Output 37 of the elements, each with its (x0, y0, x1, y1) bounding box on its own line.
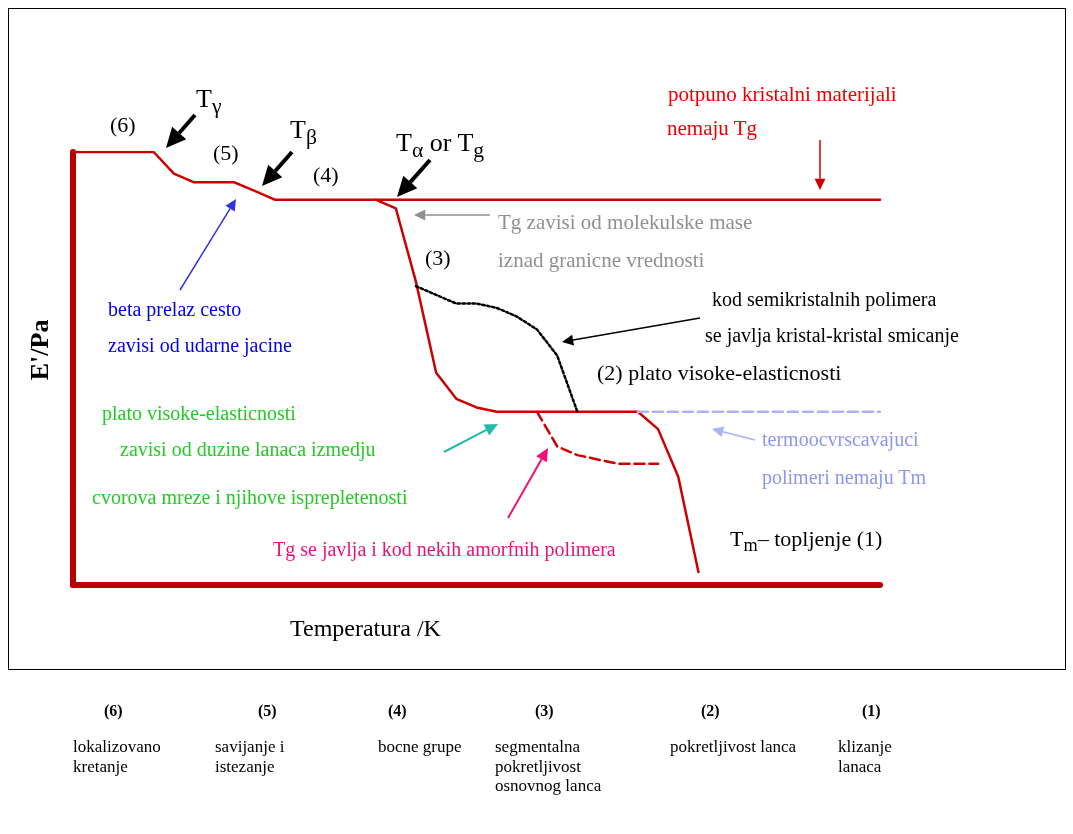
annotation: plato visoke-elasticnosti (102, 402, 296, 425)
annotation: polimeri nemaju Tm (762, 466, 927, 489)
text: (2) (701, 702, 720, 721)
annotation: T$_{α}$ or T$_{g}$ (396, 128, 485, 164)
text: nemaju Tg (667, 116, 758, 141)
annotation: beta prelaz cesto (108, 298, 242, 321)
text: savijanje i istezanje (215, 737, 286, 777)
text: (1) (862, 702, 881, 721)
text: potpuno kristalni materijali (668, 82, 897, 107)
text: (3) (535, 702, 554, 721)
annotation: (5) (213, 140, 239, 166)
text: pokretljivost lanca (670, 737, 798, 757)
annotation: iznad granicne vrednosti (498, 248, 705, 273)
x-axis-title: Temperatura /K (290, 615, 441, 643)
annotation: (2) plato visoke-elasticnosti (597, 360, 842, 386)
text: (5) (258, 702, 277, 721)
text: T$_{γ}$ (196, 84, 222, 120)
text: segmentalna pokretljivost osnovnog lanca (495, 737, 603, 796)
annotation: zavisi od udarne jacine (108, 334, 292, 357)
text: (6) (110, 112, 136, 138)
text: bocne grupe (378, 737, 463, 757)
text: lokalizovano kretanje (73, 737, 162, 777)
annotation: (3) (425, 245, 451, 271)
y-axis-title: E'/Pa (24, 319, 55, 381)
text: klizanje lanaca (838, 737, 893, 777)
text: (4) (388, 702, 407, 721)
annotation: zavisi od duzine lanaca izmedju (120, 438, 376, 461)
annotation: cvorova mreze i njihove isprepletenosti (92, 486, 408, 509)
annotation: kod semikristalnih polimera (712, 288, 937, 311)
annotation: (4) (313, 162, 339, 188)
annotation: T$_{m}$– topljenje (1) (730, 526, 883, 557)
annotation: termoocvrscavajuci (762, 428, 919, 451)
annotation: Tg zavisi od molekulske mase (498, 210, 753, 235)
text: (6) (104, 702, 123, 721)
annotation: se javlja kristal-kristal smicanje (705, 324, 959, 347)
annotation: Tg se javlja i kod nekih amorfnih polimera (273, 538, 616, 561)
text: T$_{β}$ (290, 115, 317, 151)
